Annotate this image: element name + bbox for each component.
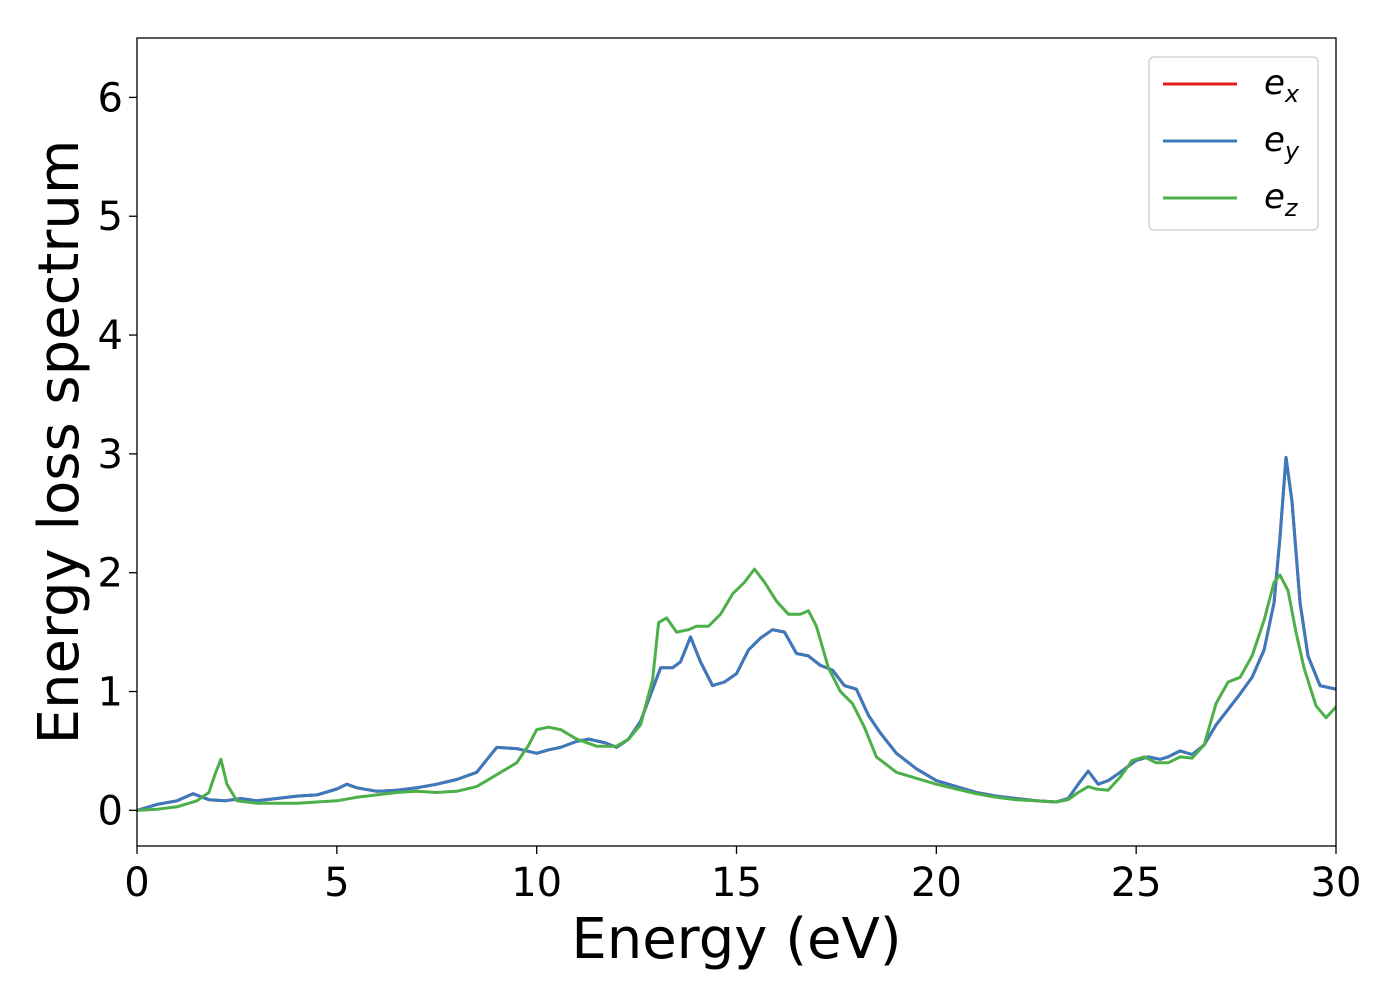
y-axis: 0 1 2 3 4 5 6 — [98, 75, 137, 834]
y-tick-label: 6 — [98, 75, 123, 121]
series-line-ez — [137, 567, 1336, 812]
y-tick-label: 2 — [98, 551, 123, 597]
legend: ex ey ez — [1148, 56, 1319, 231]
legend-label-ex: ex — [1264, 63, 1300, 108]
series-layer — [137, 455, 1336, 812]
series-line-ey — [137, 455, 1336, 812]
legend-label-ey: ey — [1264, 120, 1300, 165]
x-tick-label: 25 — [1111, 860, 1162, 906]
y-tick-label: 4 — [98, 313, 123, 359]
x-tick-label: 10 — [511, 860, 562, 906]
x-axis: 0 5 10 15 20 25 30 — [124, 846, 1361, 906]
x-tick-label: 20 — [911, 860, 962, 906]
legend-box — [1148, 56, 1319, 231]
legend-label-ez: ez — [1264, 177, 1299, 222]
y-tick-label: 5 — [98, 194, 123, 240]
x-tick-label: 5 — [324, 860, 349, 906]
y-axis-title: Energy loss spectrum — [27, 140, 92, 745]
x-axis-title: Energy (eV) — [571, 907, 901, 972]
y-tick-label: 3 — [98, 432, 123, 478]
y-tick-label: 0 — [98, 788, 123, 834]
x-tick-label: 0 — [124, 860, 149, 906]
x-tick-label: 30 — [1311, 860, 1362, 906]
x-tick-label: 15 — [711, 860, 762, 906]
y-tick-label: 1 — [98, 670, 123, 716]
